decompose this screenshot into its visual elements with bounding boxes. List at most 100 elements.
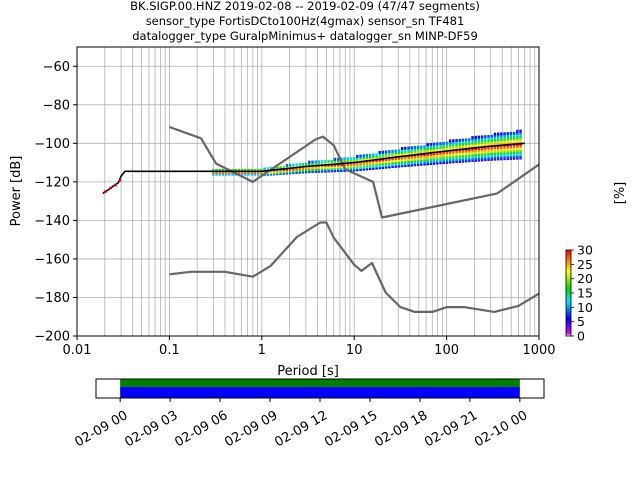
psd-cell [340,165,343,169]
colorbar-tick-label: 30 [577,243,593,258]
psd-cell [455,150,458,154]
psd-cell [218,172,221,176]
psd-cell [381,162,385,166]
psd-cell [448,156,452,160]
psd-cell [218,168,221,172]
psd-cell [298,167,301,170]
psd-cell [458,154,461,158]
psd-cell [423,158,426,162]
psd-cell [311,170,314,174]
psd-cell [301,170,305,174]
psd-cell [388,150,391,153]
psd-cell [519,152,522,156]
psd-cell [461,159,465,163]
psd-cell [506,137,509,141]
psd-cell [477,147,481,151]
psd-cell [429,150,433,154]
psd-cell [212,172,215,176]
psd-cell [276,166,279,170]
psd-cell [327,159,330,163]
psd-cell [336,165,340,169]
psd-cell [308,160,311,164]
psd-cell [420,162,423,166]
psd-cell [388,157,391,161]
psd-cell [260,168,263,172]
psd-cell [506,155,509,159]
psd-cell [346,157,349,161]
colorbar-tick-label: 10 [577,300,593,315]
psd-cell [448,158,452,162]
psd-cell [295,167,298,171]
psd-cell [509,141,513,145]
psd-cell [468,153,471,157]
psd-cell [244,168,247,172]
psd-cell [397,160,401,164]
psd-cell [295,171,298,174]
psd-cell [442,147,445,151]
psd-cell [519,131,522,135]
psd-cell [468,159,471,163]
psd-cell [506,134,509,137]
psd-cell [452,146,455,150]
psd-cell [420,149,423,153]
psd-cell [413,163,417,167]
psd-cell [375,162,378,166]
psd-cell [509,157,513,160]
psd-cell [429,158,433,162]
psd-cell [503,134,506,138]
psd-cell [250,170,253,174]
timeline-tick-label: 02-09 03 [122,408,180,450]
timeline-tick-label: 02-09 09 [222,408,280,450]
psd-cell [368,153,372,157]
psd-cell [512,141,516,145]
psd-cell [477,152,481,156]
psd-cell [477,137,481,141]
psd-cell [480,154,484,158]
psd-cell [269,172,273,176]
psd-cell [346,164,349,168]
psd-cell [471,149,474,153]
psd-cell [429,144,433,148]
psd-cell [375,164,378,168]
psd-cell [516,131,519,135]
psd-cell [426,146,429,150]
psd-cell [384,152,388,156]
psd-cell [468,149,471,153]
psd-cell [336,163,340,167]
psd-cell [407,146,410,150]
psd-cell [432,161,436,165]
psd-cell [266,167,269,171]
psd-cell [391,153,394,157]
y-tick-label: −120 [34,175,70,190]
psd-cell [407,156,410,160]
psd-cell [346,163,349,166]
psd-cell [330,161,333,165]
psd-cell [388,165,391,169]
psd-cell [314,162,317,166]
psd-cell [391,165,394,169]
psd-cell [512,139,516,143]
psd-cell [397,151,401,155]
psd-cell [455,146,458,150]
psd-cell [442,159,445,163]
psd-cell [407,152,410,156]
psd-cell [455,156,458,160]
psd-cell [493,155,497,159]
psd-cell [516,154,519,158]
psd-cell [509,133,513,137]
chart-title: BK.SIGP.00.HNZ 2019-02-08 -- 2019-02-09 … [130,0,480,43]
psd-cell [506,132,509,136]
psd-cell [506,153,509,157]
psd-cell [336,161,340,165]
psd-cell [496,142,500,146]
psd-cell [429,142,433,146]
psd-cell [493,132,497,136]
noise-model-line [169,125,540,219]
psd-cell [272,172,276,176]
psd-cell [404,164,407,168]
psd-cell [378,162,381,166]
psd-cell [445,141,449,145]
psd-cell [500,151,503,155]
psd-cell [237,170,241,174]
